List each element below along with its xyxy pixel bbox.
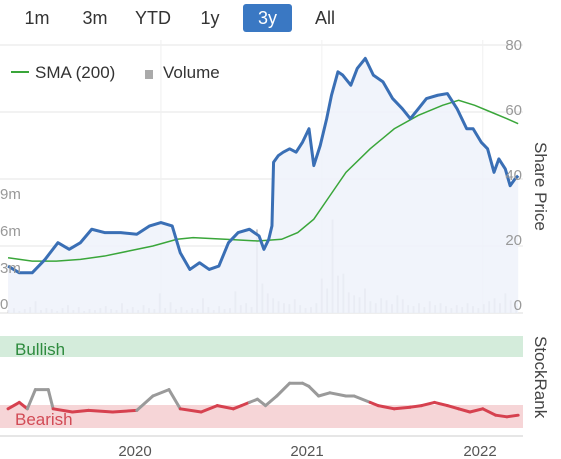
volume-tick-3m: 3m [0, 260, 21, 277]
range-selector: 1m 3m YTD 1y 3y All [0, 0, 561, 36]
stockrank-segment [111, 408, 139, 414]
x-axis: 2020 2021 2022 [0, 435, 523, 459]
stockrank-segment [420, 400, 436, 408]
volume-legend-label: Volume [163, 63, 220, 82]
stockrank-segment [264, 394, 279, 408]
price-area [8, 58, 519, 314]
stockrank-segment [167, 388, 182, 411]
sma-line [7, 99, 519, 262]
stockrank-segment [376, 404, 396, 411]
range-tab-3y[interactable]: 3y [243, 4, 292, 32]
stockrank-segment [457, 407, 472, 414]
stockrank-segment [151, 388, 171, 398]
stockrank-series [6, 381, 520, 419]
stockrank-segment [87, 408, 115, 414]
range-tab-3m[interactable]: 3m [82, 8, 108, 28]
stockrank-panel: Bullish Bearish [0, 336, 523, 429]
stockrank-segment [408, 404, 424, 409]
stockrank-segment [46, 388, 55, 411]
legend: SMA (200) Volume [11, 63, 220, 82]
stockrank-segment [432, 400, 449, 408]
range-tab-1y[interactable]: 1y [200, 8, 220, 28]
volume-legend-swatch [145, 70, 153, 79]
stockrank-axis-title: StockRank [531, 336, 550, 419]
stockrank-segment [17, 400, 29, 411]
range-tab-ytd[interactable]: YTD [135, 8, 171, 28]
range-tab-1m[interactable]: 1m [24, 8, 50, 28]
price-tick-20: 20 [505, 232, 522, 249]
volume-tick-9m: 9m [0, 186, 21, 203]
price-tick-80: 80 [505, 37, 522, 54]
x-tick-2021: 2021 [290, 443, 323, 459]
stockrank-segment [199, 404, 219, 414]
stockrank-segment [307, 384, 321, 398]
stockrank-segment [328, 391, 348, 398]
bearish-label: Bearish [15, 410, 73, 429]
price-series [7, 56, 520, 314]
price-tick-0: 0 [514, 297, 522, 314]
stockrank-segment [494, 413, 509, 419]
volume-tick-6m: 6m [0, 223, 21, 240]
stockrank-segment [135, 394, 155, 412]
bullish-band [0, 336, 523, 357]
x-tick-2020: 2020 [118, 443, 151, 459]
stockrank-segment [51, 407, 74, 414]
stockrank-segment [215, 404, 235, 411]
stockrank-segment [6, 400, 21, 411]
stockrank-segment [505, 413, 520, 419]
stockrank-segment [468, 407, 485, 414]
stockrank-segment [275, 381, 292, 398]
bearish-band [0, 405, 523, 428]
price-line [7, 56, 520, 275]
stockrank-segment [255, 397, 268, 408]
bullish-label: Bullish [15, 340, 65, 359]
volume-tick-0: 0 [0, 296, 8, 313]
stockrank-segment [352, 394, 372, 404]
stockrank-segment [317, 391, 332, 398]
stockrank-segment [178, 407, 203, 414]
price-tick-40: 40 [505, 167, 522, 184]
stockrank-segment [445, 404, 461, 411]
stockrank-segment [25, 388, 37, 411]
stockrank-segment [392, 405, 412, 411]
sma-legend-label: SMA (200) [35, 63, 115, 82]
price-axis-title: Share Price [531, 142, 550, 231]
price-tick-60: 60 [505, 102, 522, 119]
stockrank-segment [481, 407, 498, 417]
stockrank-segment [70, 408, 91, 414]
range-tab-all[interactable]: All [314, 8, 335, 28]
x-tick-2022: 2022 [463, 443, 496, 459]
